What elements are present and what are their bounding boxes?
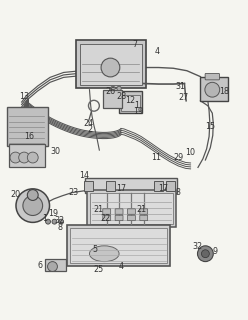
- Circle shape: [101, 58, 120, 77]
- FancyBboxPatch shape: [103, 209, 111, 214]
- Text: 32: 32: [54, 216, 64, 225]
- Text: 1: 1: [42, 214, 47, 223]
- Circle shape: [205, 82, 220, 97]
- Text: 17: 17: [158, 184, 168, 193]
- FancyBboxPatch shape: [70, 228, 167, 263]
- FancyBboxPatch shape: [115, 215, 123, 221]
- Text: 28: 28: [117, 92, 126, 101]
- FancyBboxPatch shape: [119, 92, 143, 113]
- Text: 20: 20: [10, 190, 21, 199]
- Text: 13: 13: [19, 92, 29, 101]
- Text: 16: 16: [24, 132, 34, 141]
- Circle shape: [46, 219, 51, 224]
- Circle shape: [23, 196, 43, 215]
- Text: 21: 21: [137, 205, 147, 214]
- Text: 12: 12: [125, 96, 135, 105]
- Circle shape: [117, 86, 121, 91]
- FancyBboxPatch shape: [90, 193, 173, 224]
- Text: 27: 27: [178, 92, 188, 102]
- Ellipse shape: [90, 246, 119, 262]
- Text: 15: 15: [205, 122, 215, 131]
- FancyBboxPatch shape: [127, 209, 135, 214]
- Text: 32: 32: [193, 242, 203, 251]
- Text: 11: 11: [151, 153, 161, 162]
- FancyBboxPatch shape: [84, 181, 93, 191]
- FancyBboxPatch shape: [121, 95, 140, 111]
- Text: 2: 2: [87, 125, 92, 134]
- Text: 23: 23: [68, 188, 79, 197]
- Text: 4: 4: [155, 47, 160, 56]
- Text: 26: 26: [105, 87, 116, 96]
- Text: 17: 17: [117, 184, 126, 193]
- Circle shape: [19, 152, 30, 163]
- FancyBboxPatch shape: [87, 190, 176, 227]
- FancyBboxPatch shape: [200, 77, 228, 101]
- FancyBboxPatch shape: [127, 215, 135, 221]
- FancyBboxPatch shape: [166, 181, 175, 191]
- Text: 7: 7: [132, 40, 138, 49]
- Circle shape: [10, 152, 21, 163]
- FancyBboxPatch shape: [154, 181, 163, 191]
- Text: 10: 10: [186, 148, 196, 157]
- FancyBboxPatch shape: [7, 107, 48, 147]
- Text: 31: 31: [176, 82, 186, 91]
- Text: 29: 29: [173, 153, 183, 162]
- FancyBboxPatch shape: [140, 215, 148, 221]
- Circle shape: [59, 219, 63, 224]
- Text: 24: 24: [83, 119, 93, 128]
- FancyBboxPatch shape: [103, 215, 111, 221]
- FancyBboxPatch shape: [76, 40, 146, 89]
- Circle shape: [111, 86, 115, 91]
- Text: 22: 22: [100, 214, 111, 223]
- FancyBboxPatch shape: [67, 225, 170, 266]
- Text: 1: 1: [134, 101, 139, 110]
- Circle shape: [16, 189, 50, 222]
- FancyBboxPatch shape: [9, 144, 45, 167]
- FancyBboxPatch shape: [80, 44, 143, 85]
- FancyBboxPatch shape: [85, 178, 177, 193]
- Text: 3: 3: [176, 188, 181, 197]
- Circle shape: [201, 250, 209, 258]
- Text: 19: 19: [49, 209, 59, 218]
- Circle shape: [27, 189, 38, 200]
- FancyBboxPatch shape: [45, 259, 65, 271]
- Text: 21: 21: [93, 205, 103, 214]
- Text: 18: 18: [219, 87, 229, 96]
- Text: 5: 5: [92, 245, 97, 254]
- Text: 4: 4: [119, 262, 124, 271]
- Text: 19: 19: [133, 107, 143, 116]
- FancyBboxPatch shape: [205, 73, 219, 80]
- Text: 30: 30: [50, 147, 60, 156]
- Circle shape: [197, 246, 213, 262]
- Text: 25: 25: [94, 265, 104, 274]
- FancyBboxPatch shape: [115, 209, 123, 214]
- Circle shape: [48, 262, 58, 271]
- FancyBboxPatch shape: [106, 181, 115, 191]
- Circle shape: [27, 152, 38, 163]
- FancyBboxPatch shape: [103, 90, 122, 108]
- Circle shape: [52, 219, 57, 224]
- Text: 8: 8: [57, 223, 62, 232]
- FancyBboxPatch shape: [140, 209, 148, 214]
- Text: 9: 9: [213, 247, 218, 256]
- Text: 6: 6: [37, 261, 42, 270]
- Text: 14: 14: [80, 171, 90, 180]
